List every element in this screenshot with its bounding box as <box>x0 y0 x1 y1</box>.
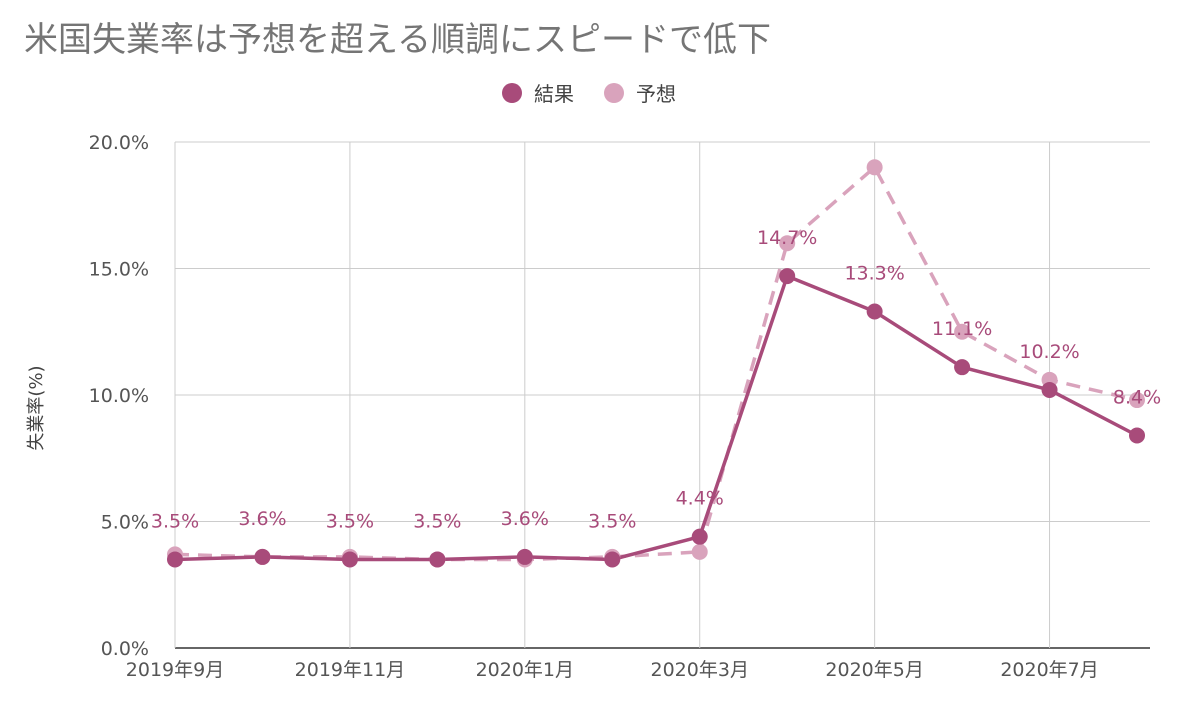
legend-marker-result <box>502 82 522 103</box>
data-point-forecast <box>866 159 883 176</box>
data-point-result <box>691 528 708 545</box>
y-tick-label: 10.0% <box>89 385 149 407</box>
series-line-result <box>174 274 1138 562</box>
y-axis-label: 失業率(%) <box>26 365 47 450</box>
data-point-result <box>954 359 971 376</box>
data-label: 11.1% <box>932 318 992 340</box>
legend: 結果 予想 <box>0 78 1178 107</box>
data-point-forecast <box>779 235 796 252</box>
data-label: 3.5% <box>151 510 199 532</box>
data-point-forecast <box>954 323 971 340</box>
data-label: 3.5% <box>413 510 461 532</box>
y-tick-label: 15.0% <box>89 259 149 281</box>
data-point-result <box>254 548 271 565</box>
data-point-result <box>1041 381 1058 398</box>
data-point-forecast <box>691 543 708 560</box>
x-tick-label: 2019年9月 <box>126 659 224 681</box>
gridlines <box>174 141 1150 649</box>
series-points <box>167 159 1145 568</box>
series-lines <box>174 165 1138 562</box>
data-labels: 3.5% 3.6% 3.5% 3.5% 3.6% 3.5% 4.4% 14.7% 13.3% 11… <box>151 227 1161 532</box>
data-point-result <box>779 268 796 285</box>
data-label: 10.2% <box>1019 341 1079 363</box>
data-point-result <box>604 551 621 568</box>
data-point-result <box>1129 427 1145 444</box>
x-tick-label: 2019年11月 <box>295 659 406 681</box>
x-tick-label: 2020年5月 <box>825 659 923 681</box>
legend-item-forecast: 予想 <box>604 78 676 107</box>
legend-label-forecast: 予想 <box>636 82 676 106</box>
data-point-result <box>167 551 183 568</box>
y-tick-label: 0.0% <box>101 638 149 660</box>
data-point-result <box>429 551 446 568</box>
data-point-result <box>866 303 883 320</box>
series-line-forecast <box>174 165 1138 562</box>
data-label: 4.4% <box>676 488 724 510</box>
x-axis-ticks: 2019年9月 2019年11月 2020年1月 2020年3月 2020年5月 2020… <box>126 659 1099 681</box>
y-tick-label: 5.0% <box>101 512 149 534</box>
x-tick-label: 2020年1月 <box>476 659 574 681</box>
data-label: 8.4% <box>1113 386 1161 408</box>
legend-label-result: 結果 <box>534 82 574 106</box>
y-tick-label: 20.0% <box>89 132 149 154</box>
chart-title: 米国失業率は予想を超える順調にスピードで低下 <box>24 20 771 60</box>
y-axis-ticks: 0.0% 5.0% 10.0% 15.0% 20.0% <box>89 132 149 660</box>
data-point-forecast <box>1129 392 1145 409</box>
x-tick-label: 2020年7月 <box>1000 659 1098 681</box>
data-label: 14.7% <box>757 227 817 249</box>
legend-marker-forecast <box>604 82 624 103</box>
data-label: 3.6% <box>238 508 286 530</box>
data-point-result <box>516 548 533 565</box>
data-point-result <box>341 551 358 568</box>
x-tick-label: 2020年3月 <box>651 659 749 681</box>
data-label: 13.3% <box>844 263 904 285</box>
data-label: 3.5% <box>588 510 636 532</box>
data-label: 3.6% <box>501 508 549 530</box>
data-label: 3.5% <box>326 510 374 532</box>
legend-item-result: 結果 <box>502 78 574 107</box>
